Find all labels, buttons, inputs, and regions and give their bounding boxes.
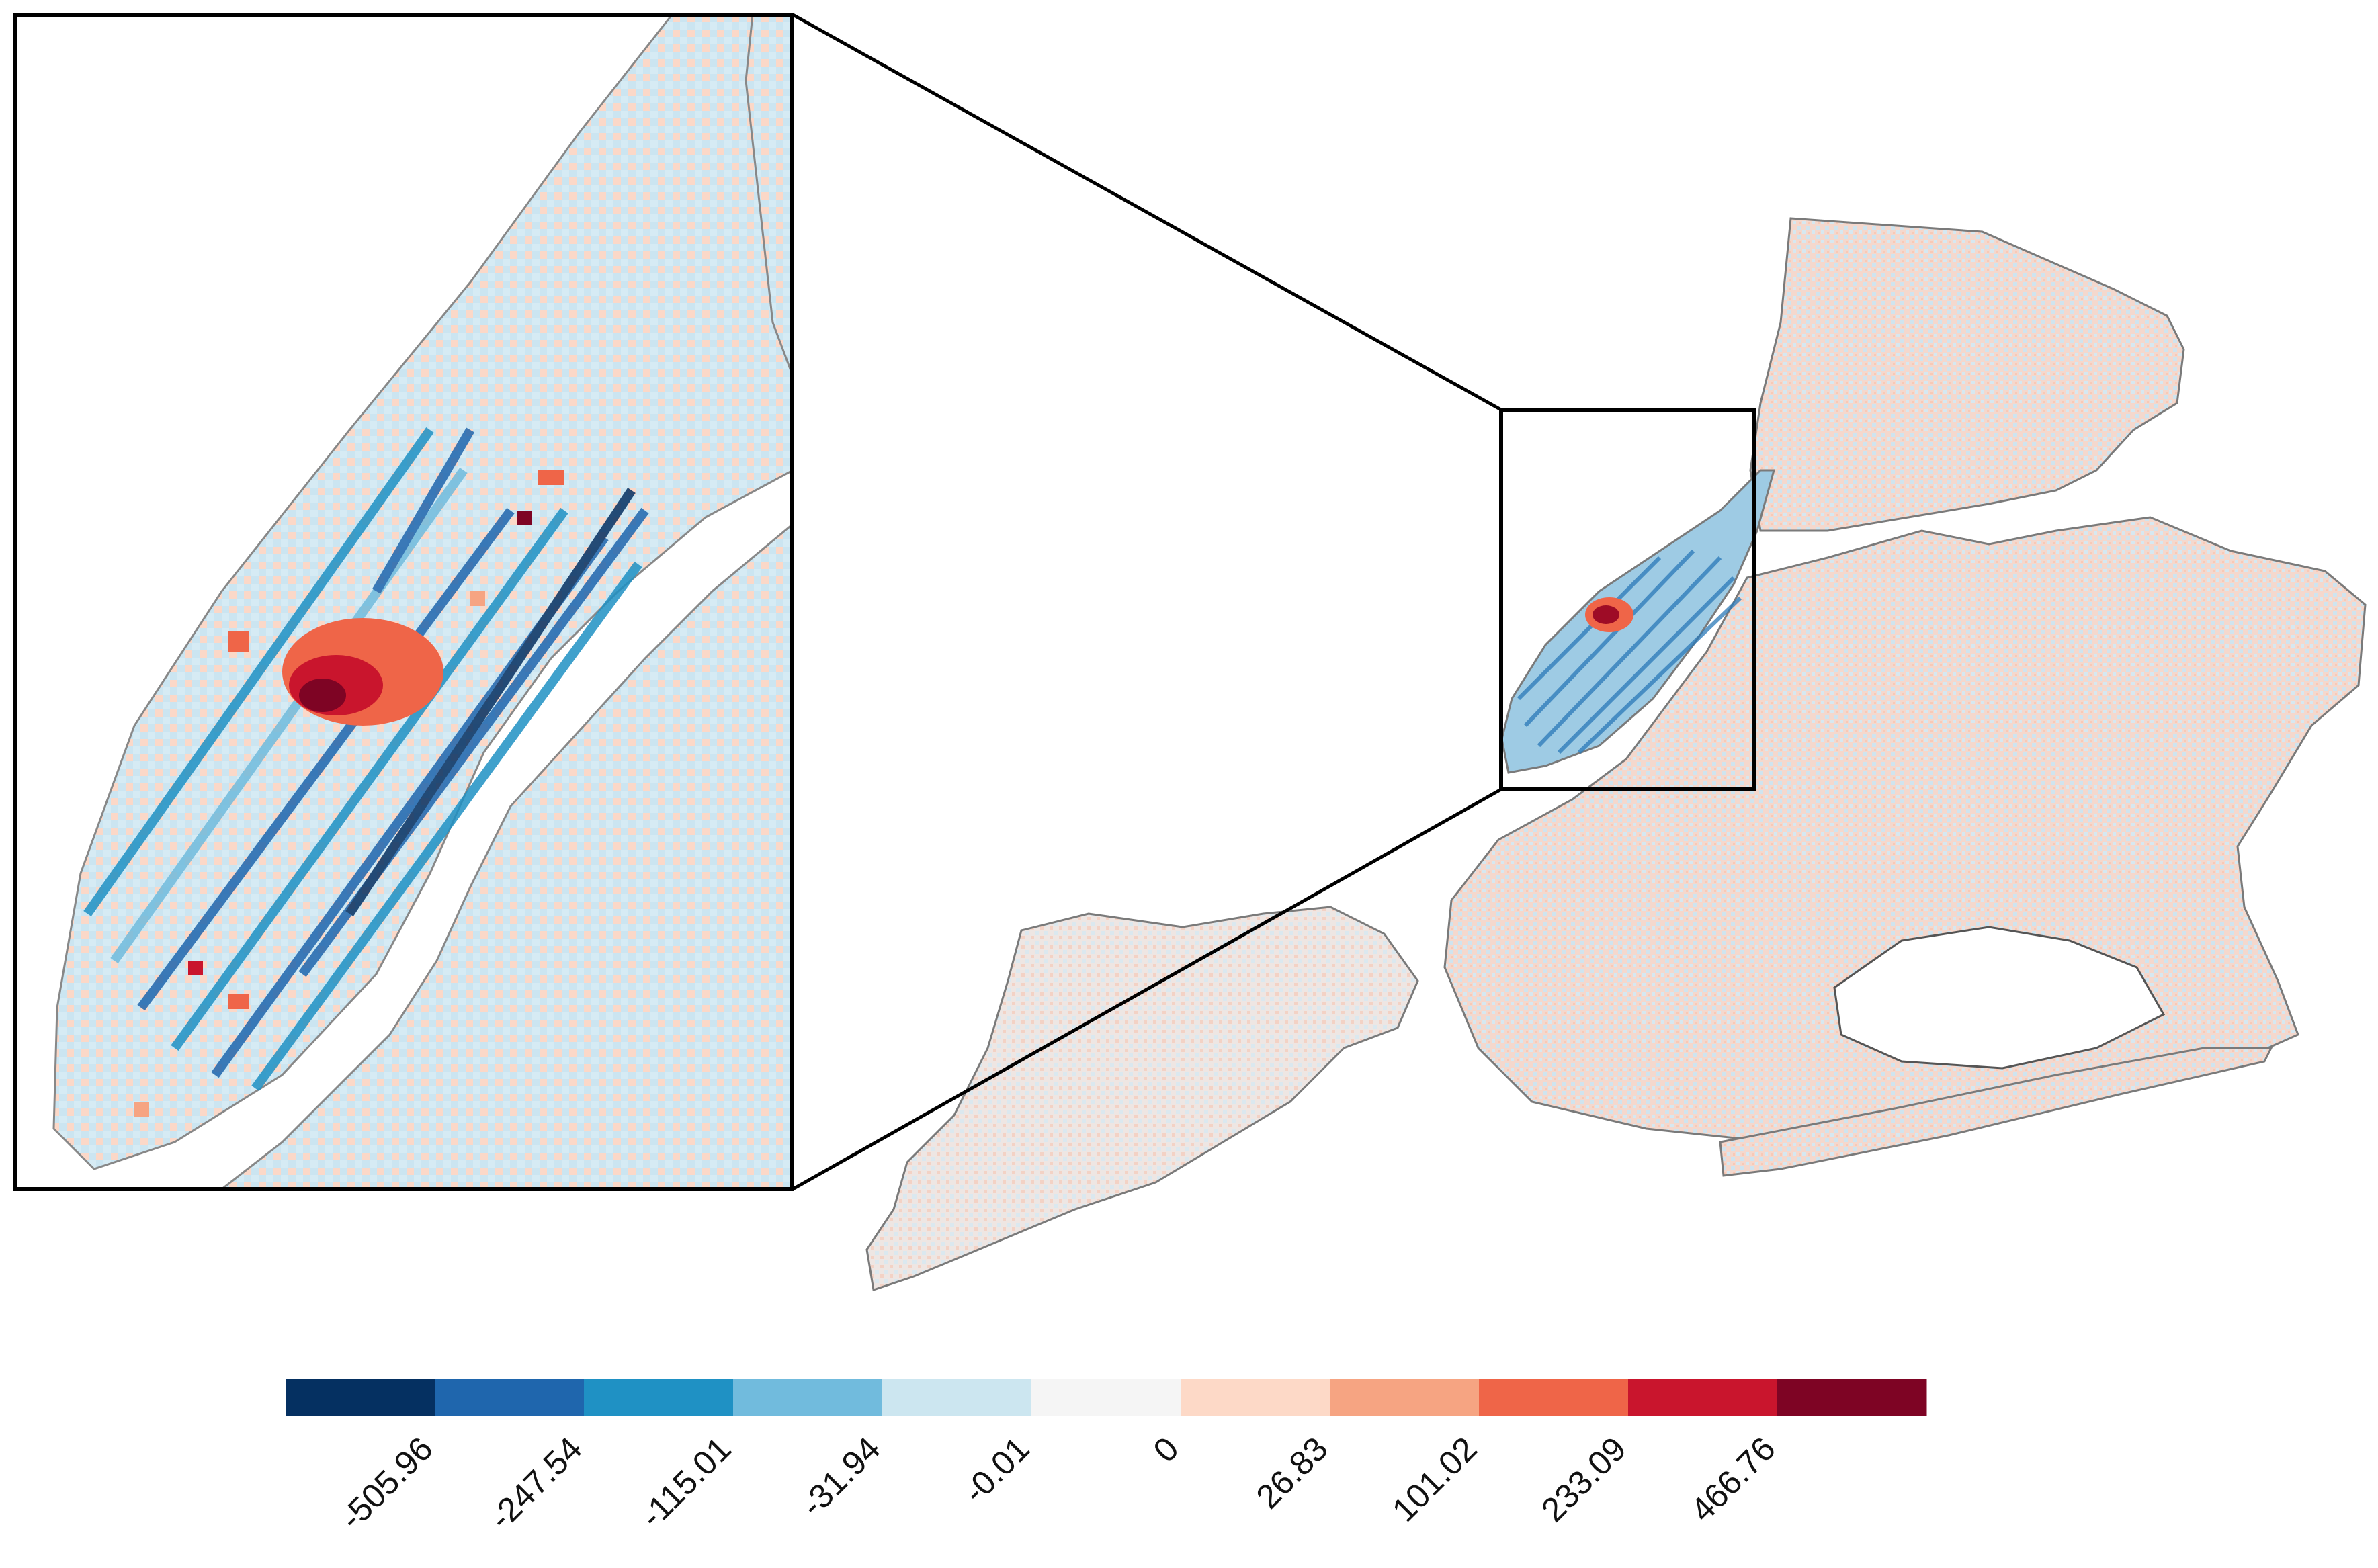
- legend-ticks: -505.96 -247.54 -115.01 -31.94 -0.01 0 26.83 10…: [333, 1430, 1783, 1537]
- legend-bin: [1330, 1379, 1480, 1416]
- legend-tick-label: 26.83: [1249, 1430, 1335, 1516]
- legend-bin: [435, 1379, 585, 1416]
- manhattan-stripes: [1517, 549, 1742, 754]
- color-legend: -505.96 -247.54 -115.01 -31.94 -0.01 0 26.83 10…: [286, 1379, 1927, 1537]
- inset-hotspots: [134, 470, 564, 1117]
- legend-tick-label: -247.54: [482, 1430, 589, 1537]
- legend-tick-label: 101.02: [1385, 1430, 1484, 1529]
- legend-tick-label: 233.09: [1534, 1430, 1633, 1529]
- legend-bin: [733, 1379, 883, 1416]
- inset-street-stripes: [83, 427, 649, 1092]
- legend-bin: [1031, 1379, 1181, 1416]
- legend-bin: [1777, 1379, 1927, 1416]
- legend-bin: [1181, 1379, 1330, 1416]
- legend-bin: [584, 1379, 734, 1416]
- bronx-region: [1749, 217, 2185, 532]
- rockaway-peninsula: [1719, 1047, 2273, 1177]
- manhattan-region: [1500, 469, 1775, 774]
- inset-bronx-edge: [745, 15, 792, 376]
- legend-tick-label: -115.01: [633, 1430, 738, 1535]
- midtown-hotspot: [1585, 597, 1633, 632]
- inset-east-bank: [220, 523, 792, 1189]
- legend-tick-label: -505.96: [333, 1430, 440, 1537]
- legend-bin: [286, 1379, 435, 1416]
- legend-tick-label: 466.76: [1683, 1430, 1783, 1529]
- legend-bin: [1479, 1379, 1629, 1416]
- legend-bin: [1628, 1379, 1778, 1416]
- legend-tick-label: 0: [1146, 1430, 1186, 1469]
- zoom-region-box: [1499, 408, 1756, 791]
- legend-bin: [882, 1379, 1032, 1416]
- inset-frame: [13, 13, 794, 1191]
- legend-bins: [286, 1379, 1927, 1416]
- staten-island-region: [865, 906, 1419, 1291]
- inset-panel: [13, 13, 794, 1191]
- legend-tick-label: -0.01: [956, 1430, 1037, 1510]
- jamaica-bay: [1833, 926, 2166, 1070]
- nyc-map: [865, 217, 2367, 1291]
- legend-tick-label: -31.94: [794, 1430, 888, 1524]
- zoom-connectors: [792, 13, 1502, 1191]
